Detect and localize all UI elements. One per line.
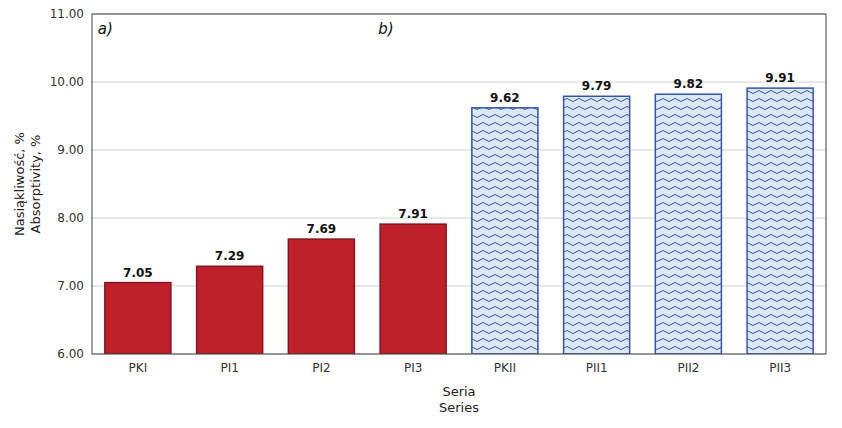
y-tick-label: 7.00: [57, 279, 84, 293]
grid-line: [92, 82, 826, 83]
bar: [288, 239, 354, 354]
x-tick-label: PI1: [220, 361, 238, 375]
data-label: 9.62: [490, 91, 520, 105]
grid: [92, 14, 826, 354]
x-tick-label: PI2: [312, 361, 330, 375]
data-label: 9.79: [582, 79, 612, 93]
y-axis-label: Nasiąkliwość, %Absorptivity, %: [12, 132, 43, 236]
x-tick-label: PII1: [586, 361, 608, 375]
x-axis-label: SeriaSeries: [439, 384, 479, 415]
y-tick-label: 10.00: [50, 75, 84, 89]
y-tick-label: 11.00: [50, 7, 84, 21]
bar: [472, 108, 538, 354]
plot-frame: [92, 14, 826, 354]
bar: [380, 224, 446, 354]
data-label: 9.91: [765, 71, 795, 85]
x-tick-label: PKII: [494, 361, 516, 375]
data-label: 7.05: [123, 266, 153, 280]
chart: 6.00 7.00 8.00 9.00 10.00 11.00 7.05 7.29 7.69 7.…: [0, 0, 842, 428]
bar: [564, 96, 630, 354]
data-label: 7.29: [215, 249, 245, 263]
y-tick-label: 8.00: [57, 211, 84, 225]
bar: [655, 94, 721, 354]
data-label: 9.82: [674, 77, 704, 91]
x-tick-label: PKI: [129, 361, 148, 375]
x-tick-label: PII3: [769, 361, 791, 375]
bars: [105, 88, 813, 354]
bar: [747, 88, 813, 354]
x-tick-label: PII2: [677, 361, 699, 375]
data-label: 7.69: [307, 222, 337, 236]
x-tick-label: PI3: [404, 361, 422, 375]
bar: [105, 283, 171, 354]
bar: [197, 266, 263, 354]
y-tick-label: 6.00: [57, 347, 84, 361]
annotation: b): [378, 20, 393, 38]
plot-background: [92, 14, 826, 354]
y-tick-label: 9.00: [57, 143, 84, 157]
annotation: a): [98, 20, 113, 38]
data-label: 7.91: [398, 207, 428, 221]
